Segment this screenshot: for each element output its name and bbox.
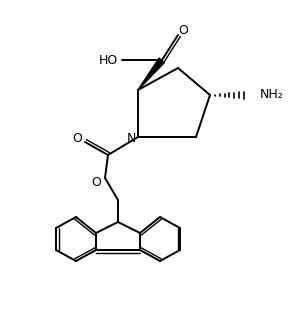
Text: O: O	[91, 176, 101, 188]
Text: N: N	[126, 133, 136, 146]
Text: O: O	[178, 23, 188, 37]
Text: O: O	[72, 131, 82, 145]
Text: HO: HO	[98, 53, 118, 67]
Text: NH₂: NH₂	[260, 88, 284, 102]
Polygon shape	[138, 57, 165, 90]
